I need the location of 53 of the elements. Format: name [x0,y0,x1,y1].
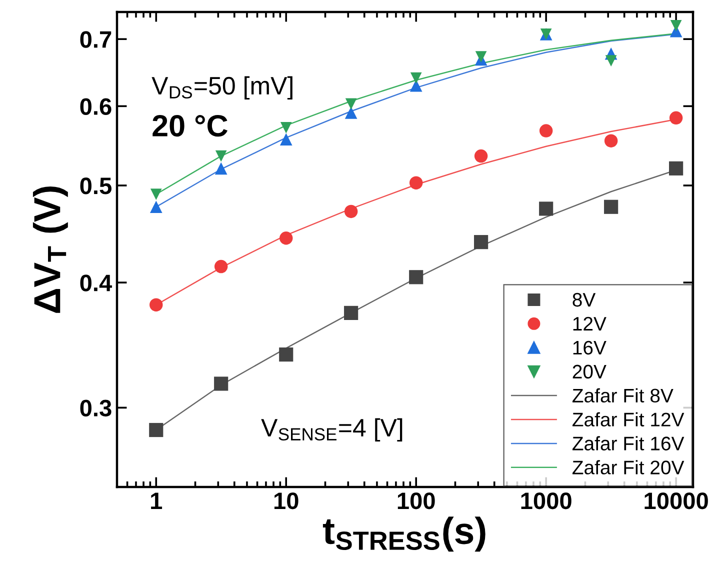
point [149,422,164,438]
x-tick-label: 10000 [644,492,708,510]
point [539,202,554,216]
y-tick-label: 0.5 [80,178,112,194]
point [150,298,163,312]
y-tick-label: 0.4 [80,274,112,292]
point [150,188,162,200]
y-tick-label: 0.3 [80,400,112,417]
point [279,232,293,245]
point [344,106,358,119]
point [280,122,292,134]
point [669,161,684,176]
point [214,162,228,175]
annotation: V$_{SENSE}$=4 [V] [261,418,402,442]
point [150,200,162,214]
y-axis-title: ΔV$_{T}$ (V) [32,186,68,313]
point [410,72,422,84]
point [214,260,228,274]
point [280,133,292,146]
x-axis-title: t$_{STRESS}$(s) [322,516,486,552]
x-tick-label: 10 [274,492,298,510]
x-tick-label: 100 [398,492,435,510]
legend-label: 20V [572,364,606,379]
point [345,98,357,110]
point [474,149,488,163]
legend-label: Zafar Fit 20V [572,460,684,474]
legend-label: Zafar Fit 12V [572,412,684,426]
point [605,55,617,66]
x-tick-label: 1 [151,492,162,509]
y-tick-label: 0.7 [80,31,112,48]
x-tick-label: 1000 [521,492,572,510]
legend-label: Zafar Fit 8V [572,388,674,403]
point [279,347,294,362]
legend-label: Zafar Fit 16V [572,436,684,450]
point [604,200,618,214]
point [409,176,423,190]
point [214,376,228,391]
annotation: 20 °C [152,114,228,137]
point [344,204,358,218]
y-tick-label: 0.6 [80,98,112,115]
point [215,150,227,162]
legend-label: 16V [573,340,606,355]
point [475,51,487,63]
point [539,124,553,138]
legend-label: 8V [572,292,596,307]
point [344,306,358,320]
legend-label: 12V [573,316,606,330]
point [409,270,424,284]
point [669,111,683,125]
point [604,134,618,148]
annotation: V$_{DS}$=50 [mV] [152,76,292,100]
point [670,20,682,32]
point [474,235,488,250]
